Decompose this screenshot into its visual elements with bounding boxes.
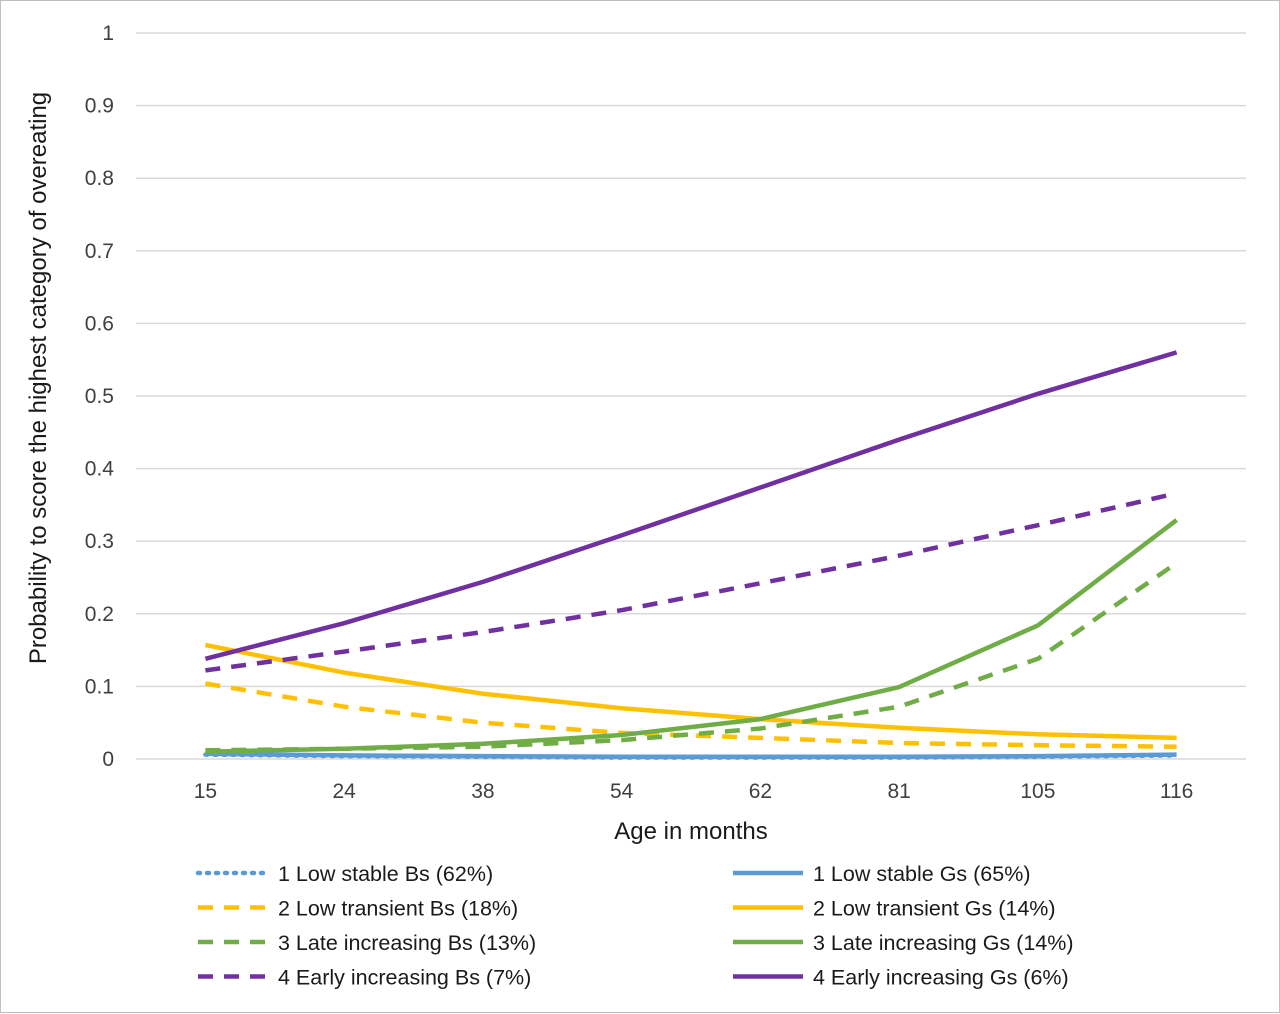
- series-line-7: [205, 491, 1178, 673]
- y-tick-labels: 0 0.1 0.2 0.3 0.4 0.5 0.6 0.7 0.8 0.9 1: [85, 22, 115, 771]
- x-tick-label: 15: [194, 780, 217, 803]
- legend-label: 1 Low stable Bs (62%): [278, 862, 493, 886]
- y-tick-label: 0.3: [85, 530, 114, 553]
- legend-label: 3 Late increasing Bs (13%): [278, 931, 536, 955]
- x-tick-label: 105: [1020, 780, 1055, 803]
- series-line-3: [205, 681, 1177, 749]
- y-tick-label: 1: [102, 22, 114, 45]
- x-axis-label: Age in months: [614, 818, 767, 845]
- legend: 1 Low stable Bs (62%) 1 Low stable Gs (65…: [195, 862, 1074, 990]
- x-tick-label: 62: [749, 780, 772, 803]
- y-axis-label: Probability to score the highest categor…: [25, 92, 52, 664]
- y-tick-label: 0.8: [85, 167, 114, 190]
- y-tick-label: 0.2: [85, 603, 114, 626]
- y-tick-label: 0.4: [85, 458, 115, 481]
- series-line-6: [205, 518, 1178, 754]
- legend-label: 4 Early increasing Gs (6%): [813, 966, 1069, 990]
- y-tick-label: 0.6: [85, 312, 114, 335]
- x-tick-label: 24: [332, 780, 356, 803]
- legend-label: 3 Late increasing Gs (14%): [813, 931, 1074, 955]
- series-line-8: [204, 350, 1178, 661]
- series-line-5: [205, 561, 1178, 753]
- y-tick-label: 0.5: [85, 385, 114, 408]
- legend-label: 2 Low transient Bs (18%): [278, 897, 518, 921]
- y-tick-label: 0.9: [85, 95, 114, 118]
- x-tick-labels: 15 24 38 54 62 81 105 116: [194, 780, 1194, 803]
- x-tick-label: 38: [471, 780, 494, 803]
- x-tick-label: 81: [887, 780, 910, 803]
- y-tick-label: 0.1: [85, 675, 114, 698]
- y-tick-label: 0.7: [85, 240, 114, 263]
- x-tick-label: 116: [1160, 780, 1193, 803]
- series-lines: [203, 350, 1179, 760]
- y-tick-label: 0: [102, 748, 114, 771]
- x-tick-label: 54: [610, 780, 634, 803]
- series-line-2: [205, 751, 1177, 760]
- legend-label: 4 Early increasing Bs (7%): [278, 966, 531, 990]
- legend-label: 1 Low stable Gs (65%): [813, 862, 1031, 886]
- series-line-4: [204, 642, 1177, 741]
- legend-label: 2 Low transient Gs (14%): [813, 897, 1056, 921]
- gridlines: [136, 32, 1246, 760]
